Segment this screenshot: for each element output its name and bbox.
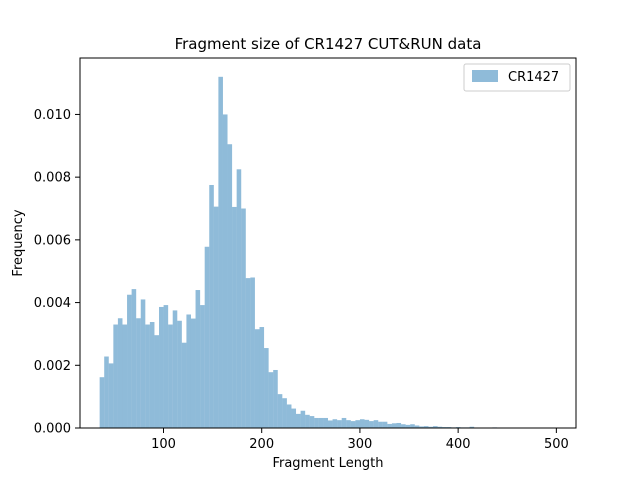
x-tick-label: 500 [544,437,569,452]
histogram-bars [99,76,557,429]
histogram-bar [309,416,315,428]
histogram-bar [428,426,434,428]
histogram-bar [268,372,274,428]
x-tick-label: 400 [446,437,471,452]
histogram-bar [250,277,255,428]
histogram-bar [218,76,223,428]
histogram-bar [131,289,137,428]
x-axis: 100 200 300 400 500 [151,428,569,452]
legend-swatch-cr1427 [472,70,498,82]
histogram-bar [305,414,310,428]
histogram-bar [378,421,383,428]
histogram-bar [373,420,379,428]
histogram-bar [177,320,182,428]
histogram-bar [469,426,475,428]
x-tick-label: 100 [151,437,176,452]
x-tick-label: 200 [249,437,274,452]
histogram-bar [127,294,132,428]
histogram-bar [314,417,319,428]
histogram-bar [391,423,397,428]
histogram-bar [149,322,155,428]
histogram-bar [405,424,411,428]
histogram-bar [236,169,242,429]
y-tick-label: 0.008 [34,171,71,186]
histogram-bar [140,299,146,428]
histogram-bar [99,377,105,428]
y-tick-label: 0.010 [34,108,71,123]
x-axis-label: Fragment Length [272,456,383,471]
histogram-bar [300,410,306,428]
histogram-bar [296,413,301,428]
histogram-bar [145,324,150,428]
legend-label-cr1427: CR1427 [508,70,559,85]
y-tick-label: 0.006 [34,233,71,248]
histogram-bar [163,305,169,428]
histogram-bar [209,184,214,428]
histogram-bar [241,208,246,428]
histogram-bar [382,421,388,428]
histogram-bar [328,420,333,428]
plot-area [79,57,577,429]
histogram-bar [108,363,114,428]
histogram-bar [213,206,219,428]
histogram-bar [437,426,443,428]
histogram-bar [359,419,365,428]
histogram-bar [104,356,109,428]
histogram-bar [204,246,210,428]
histogram-bar [282,398,287,428]
histogram-bar [117,318,123,428]
histogram-bar [186,314,191,428]
histogram-bar [232,206,237,428]
histogram-bar [350,421,356,428]
legend: CR1427 [463,63,571,92]
histogram-bar [172,310,178,428]
histogram-bar [136,318,141,428]
histogram-bar [200,305,205,428]
histogram-bar [401,424,406,428]
histogram-bar [423,426,429,428]
histogram-bar [195,290,201,428]
histogram-bar [122,324,128,428]
histogram-bar [337,420,342,428]
histogram-bar [323,417,328,428]
histogram-bar [273,369,278,428]
histogram-bar [355,420,360,428]
histogram-bar [396,422,402,428]
chart-title: Fragment size of CR1427 CUT&RUN data [175,35,482,53]
histogram-bar [387,423,392,428]
histogram-bar [159,306,164,428]
histogram-bar [277,394,283,428]
histogram-bar [154,335,160,428]
y-axis: 0.000 0.002 0.004 0.006 0.008 0.010 [34,108,80,437]
histogram-bar [286,404,292,428]
histogram-bar [346,420,351,428]
histogram-bar [190,318,196,428]
histogram-bar [341,417,347,428]
histogram-bar [369,421,374,428]
histogram-bar [364,419,370,428]
y-tick-label: 0.000 [34,422,71,437]
histogram-bar [181,342,187,428]
histogram-bar [254,329,260,428]
histogram-bar [264,348,269,428]
plot-border [79,57,577,429]
histogram-bar [419,426,424,428]
histogram-bar [410,424,415,428]
y-tick-label: 0.002 [34,359,71,374]
histogram-bar [222,114,228,429]
histogram-bar [318,417,324,428]
histogram-bar [245,278,251,428]
y-tick-label: 0.004 [34,296,71,311]
y-axis-label: Frequency [11,209,26,276]
histogram-bar [168,324,173,428]
x-tick-label: 300 [348,437,373,452]
histogram-bar [433,426,438,428]
histogram-bar [259,327,265,428]
histogram-bar [227,144,233,428]
histogram-bar [291,408,297,428]
histogram-bar [414,425,420,428]
histogram-bar [113,324,118,428]
histogram-bar [332,419,338,428]
